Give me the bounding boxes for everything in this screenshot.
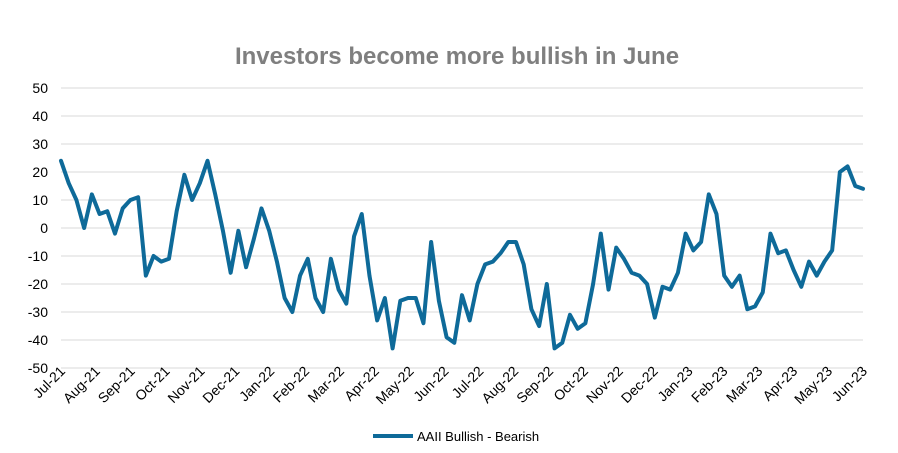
y-tick-label: -30: [28, 304, 48, 320]
legend: AAII Bullish - Bearish: [373, 429, 539, 444]
x-axis: Jul-21Aug-21Sep-21Oct-21Nov-21Dec-21Jan-…: [30, 363, 870, 407]
x-tick-label: Feb-22: [270, 363, 313, 406]
y-tick-label: 40: [32, 108, 48, 124]
series-line: [59, 158, 865, 351]
x-tick-label: Dec-22: [618, 363, 661, 406]
y-tick-label: 20: [32, 164, 48, 180]
y-tick-label: 30: [32, 136, 48, 152]
x-tick-label: May-22: [372, 363, 416, 407]
chart-title: Investors become more bullish in June: [235, 43, 679, 70]
legend-label: AAII Bullish - Bearish: [417, 429, 539, 444]
y-tick-label: -10: [28, 248, 48, 264]
gridlines: [61, 87, 863, 369]
y-tick-label: -20: [28, 276, 48, 292]
x-tick-label: Aug-22: [478, 363, 521, 406]
y-tick-label: 0: [40, 220, 48, 236]
x-tick-label: Sep-21: [95, 363, 138, 406]
x-tick-label: Mar-22: [304, 363, 347, 406]
y-axis: 50 40 30 20 10 0 -10 -20 -30 -40 -50: [28, 80, 48, 376]
y-tick-label: 50: [32, 80, 48, 96]
x-tick-label: Sep-22: [513, 363, 556, 406]
x-tick-label: Mar-23: [723, 363, 766, 406]
series-layer: [59, 158, 865, 351]
x-tick-label: Aug-21: [60, 363, 103, 406]
x-tick-label: Nov-22: [583, 363, 626, 406]
x-tick-label: Jun-22: [410, 363, 452, 405]
x-tick-label: Jan-22: [236, 363, 278, 405]
y-tick-label: -50: [28, 360, 48, 376]
x-tick-label: Feb-23: [688, 363, 731, 406]
y-tick-label: -40: [28, 332, 48, 348]
x-tick-label: Jan-23: [654, 363, 696, 405]
x-tick-label: May-23: [791, 363, 835, 407]
x-tick-label: Dec-21: [199, 363, 242, 406]
x-tick-label: Nov-21: [164, 363, 207, 406]
x-tick-label: Jun-23: [829, 363, 871, 405]
y-tick-label: 10: [32, 192, 48, 208]
